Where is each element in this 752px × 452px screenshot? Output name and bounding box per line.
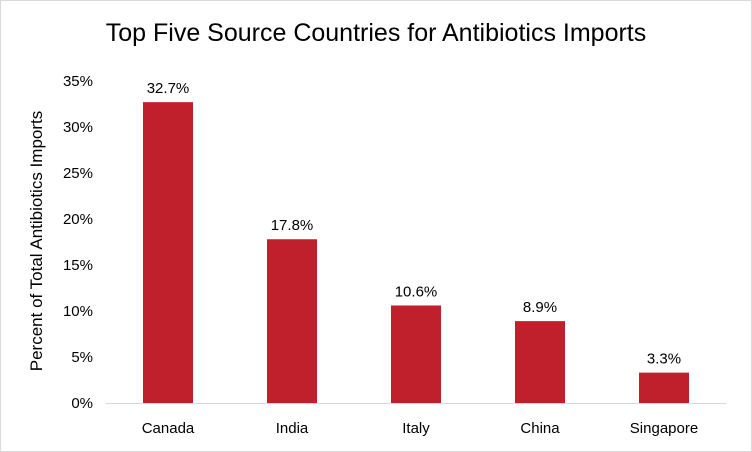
y-tick-label: 20% xyxy=(63,211,93,228)
y-tick-label: 0% xyxy=(71,395,93,412)
bar-canada xyxy=(143,102,193,403)
y-tick-label: 25% xyxy=(63,165,93,182)
bars xyxy=(143,102,689,403)
y-tick-label: 10% xyxy=(63,303,93,320)
x-tick-label: China xyxy=(520,420,560,437)
y-tick-label: 35% xyxy=(63,73,93,90)
y-tick-label: 30% xyxy=(63,119,93,136)
bar-india xyxy=(267,239,317,403)
bar-italy xyxy=(391,305,441,403)
data-label: 10.6% xyxy=(395,283,438,300)
y-tick-label: 5% xyxy=(71,349,93,366)
data-label: 3.3% xyxy=(647,351,681,368)
x-axis-ticks: Canada India Italy China Singapore xyxy=(142,420,698,437)
x-tick-label: Italy xyxy=(402,420,430,437)
data-label: 8.9% xyxy=(523,299,557,316)
x-tick-label: India xyxy=(276,420,309,437)
x-tick-label: Singapore xyxy=(630,420,698,437)
data-label: 32.7% xyxy=(147,80,190,97)
y-axis-ticks: 0% 5% 10% 15% 20% 25% 30% 35% xyxy=(63,73,93,412)
x-tick-label: Canada xyxy=(142,420,195,437)
bar-china xyxy=(515,321,565,403)
chart-title: Top Five Source Countries for Antibiotic… xyxy=(105,19,647,47)
y-tick-label: 15% xyxy=(63,257,93,274)
data-labels: 32.7% 17.8% 10.6% 8.9% 3.3% xyxy=(147,80,681,367)
data-label: 17.8% xyxy=(271,217,314,234)
bar-singapore xyxy=(639,372,689,403)
